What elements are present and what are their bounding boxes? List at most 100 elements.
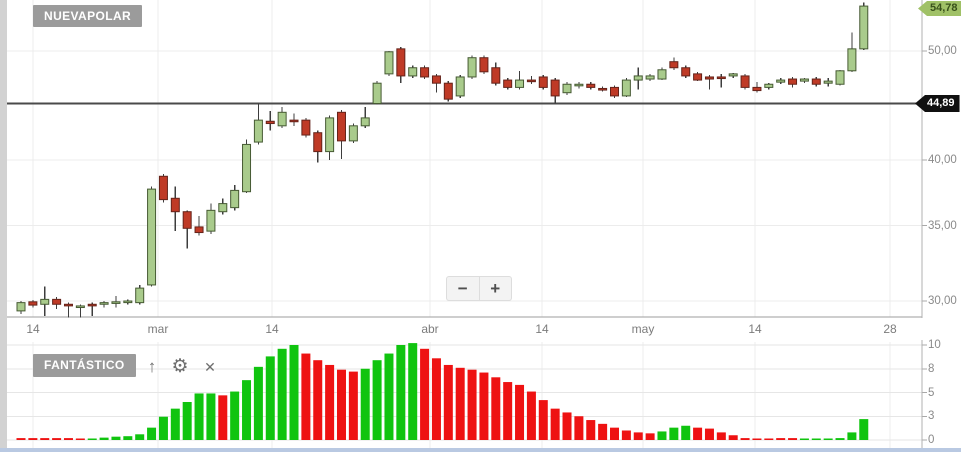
candle (479, 57, 489, 73)
histogram-bar (574, 416, 584, 440)
candle (693, 73, 703, 81)
candle (265, 120, 275, 125)
histogram-bar (396, 345, 406, 440)
candle (740, 75, 750, 88)
zoom-out-button[interactable]: − (447, 277, 480, 300)
candle (633, 75, 643, 81)
candle (610, 86, 619, 97)
histogram-bar (598, 423, 608, 440)
candle (182, 211, 192, 229)
candle (384, 51, 394, 75)
gear-icon[interactable]: ⚙ (171, 356, 189, 377)
histogram-bar (764, 438, 774, 440)
histogram-bar (313, 360, 323, 440)
zoom-controls: − + (446, 276, 512, 301)
candle (135, 287, 145, 304)
histogram-bar (52, 438, 62, 440)
candle (313, 132, 323, 153)
candle (669, 61, 679, 69)
date-axis-label: 14 (748, 322, 762, 336)
candle (52, 298, 62, 305)
histogram-bar (336, 369, 346, 440)
histogram-bar (526, 391, 536, 440)
indicator-axis-label: 3 (928, 410, 935, 423)
candle (645, 75, 655, 80)
candle (467, 57, 477, 78)
candlestick-chart[interactable] (0, 0, 961, 318)
candle (123, 300, 133, 304)
zoom-in-button[interactable]: + (480, 277, 512, 300)
candle (621, 79, 631, 97)
candle (538, 76, 548, 88)
candle (764, 83, 774, 88)
arrow-up-icon[interactable]: ↑ (147, 357, 157, 376)
candle (348, 125, 358, 142)
candle (526, 79, 536, 83)
histogram-bar (586, 420, 596, 440)
indicator-axis-label: 10 (928, 339, 941, 351)
histogram-bar (550, 408, 560, 440)
histogram-bar (788, 438, 798, 440)
histogram-bar (657, 431, 667, 440)
histogram-bar (40, 438, 50, 440)
histogram-bar (408, 343, 418, 440)
histogram-bar (325, 364, 335, 440)
candle (289, 119, 299, 123)
histogram-bar (206, 393, 216, 440)
histogram-bar (63, 438, 73, 440)
candle (550, 79, 560, 97)
candle (799, 78, 809, 82)
histogram-bar (443, 364, 453, 440)
candle (562, 83, 572, 94)
candle (396, 48, 406, 77)
candle (420, 67, 430, 78)
histogram-bar (693, 427, 703, 440)
candle (859, 5, 869, 50)
candle (776, 79, 786, 83)
histogram-bar (265, 356, 275, 440)
candle (657, 69, 667, 80)
candle (87, 303, 97, 307)
histogram-bar (158, 416, 168, 440)
candle (242, 143, 252, 193)
histogram-bar (218, 395, 228, 440)
histogram-bar (776, 438, 786, 440)
candle (847, 48, 857, 72)
date-axis-label: 14 (265, 322, 279, 336)
date-axis-label: abr (421, 322, 439, 336)
close-icon[interactable]: ✕ (204, 359, 216, 375)
left-edge-strip (0, 0, 7, 452)
candle (360, 117, 370, 127)
indicator-histogram[interactable] (0, 340, 961, 452)
bottom-divider-bar (0, 448, 961, 452)
histogram-bar (538, 400, 548, 440)
price-axis-label: 40,00 (928, 154, 957, 167)
candle (206, 209, 216, 232)
candle (194, 226, 204, 234)
candle (823, 80, 833, 84)
histogram-bar (467, 369, 477, 440)
price-axis-label: 35,00 (928, 219, 957, 232)
histogram-bar (87, 438, 97, 440)
candle (75, 305, 85, 309)
histogram-bar (348, 371, 358, 440)
histogram-bar (277, 348, 287, 440)
histogram-bar (135, 434, 145, 440)
histogram-bar (515, 384, 525, 440)
date-axis-label: 14 (535, 322, 549, 336)
histogram-bar (289, 345, 299, 440)
candle (230, 189, 240, 209)
histogram-bar (847, 432, 857, 440)
price-axis-label: 30,00 (928, 295, 957, 307)
histogram-bar (645, 433, 655, 440)
histogram-bar (610, 427, 619, 440)
histogram-bar (123, 436, 133, 440)
date-axis-label: may (631, 322, 655, 336)
candle (491, 67, 501, 84)
candle (455, 76, 465, 97)
histogram-bar (728, 435, 738, 440)
histogram-bar (99, 437, 109, 440)
histogram-bar (799, 438, 809, 440)
candle (503, 79, 513, 88)
